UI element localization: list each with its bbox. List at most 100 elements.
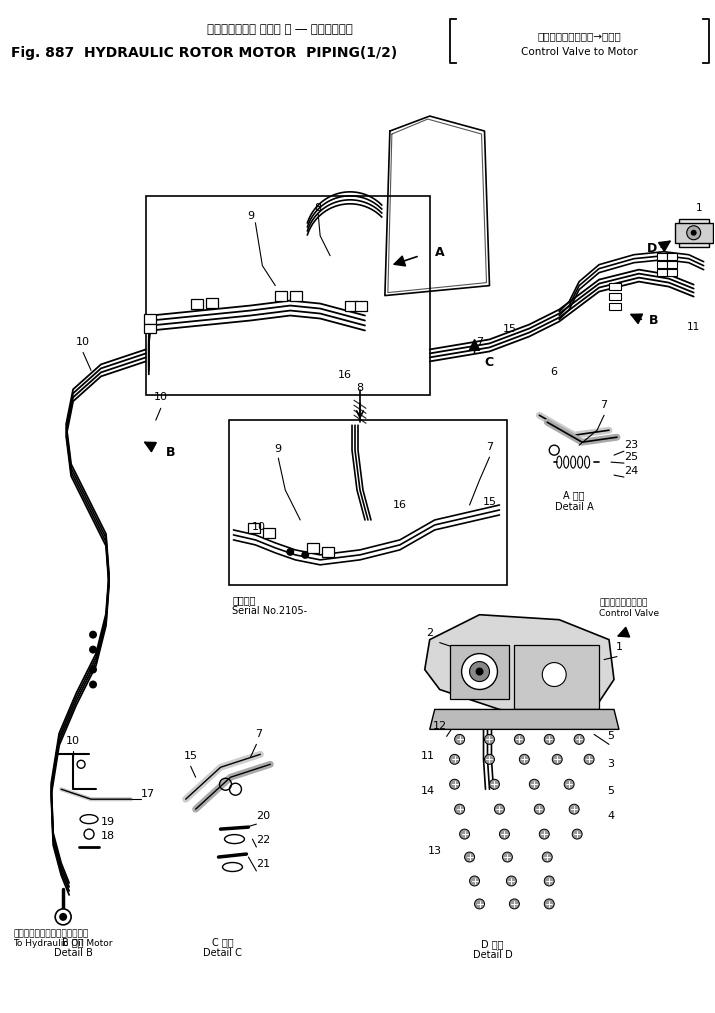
Text: 15: 15	[184, 752, 197, 762]
Text: 1: 1	[696, 203, 702, 213]
Circle shape	[574, 734, 584, 745]
Text: 22: 22	[257, 835, 271, 845]
Circle shape	[495, 804, 504, 814]
Text: 25: 25	[624, 452, 638, 462]
Text: 19: 19	[101, 817, 115, 828]
Circle shape	[450, 779, 460, 789]
Text: 適用番号
Serial No.2105-: 適用番号 Serial No.2105-	[232, 595, 307, 616]
Text: 9: 9	[275, 444, 282, 454]
Circle shape	[552, 755, 562, 764]
Bar	[609, 283, 621, 290]
Text: A: A	[435, 246, 444, 259]
Text: 12: 12	[433, 721, 447, 731]
Text: 10: 10	[252, 522, 265, 532]
Bar	[657, 260, 667, 267]
Text: 17: 17	[141, 789, 155, 799]
Bar	[229, 420, 508, 585]
Bar	[345, 301, 357, 311]
Bar	[657, 252, 667, 259]
Bar	[667, 268, 677, 276]
Bar	[275, 291, 287, 301]
Text: C 詳細
Detail C: C 詳細 Detail C	[203, 937, 242, 958]
Bar	[657, 268, 667, 276]
Circle shape	[301, 551, 309, 559]
Circle shape	[542, 663, 566, 687]
Circle shape	[475, 899, 485, 909]
Text: B: B	[649, 314, 659, 327]
Text: B 詳細
Detail B: B 詳細 Detail B	[54, 937, 92, 958]
Circle shape	[691, 230, 696, 236]
Circle shape	[59, 913, 67, 921]
Circle shape	[544, 899, 554, 909]
Circle shape	[485, 755, 495, 764]
Circle shape	[686, 226, 701, 240]
Text: 3: 3	[608, 760, 614, 769]
Text: 10: 10	[66, 736, 80, 747]
Text: 8: 8	[357, 383, 363, 393]
Circle shape	[460, 829, 470, 839]
Bar	[355, 301, 367, 311]
Circle shape	[89, 666, 97, 674]
Text: 24: 24	[624, 466, 638, 476]
Circle shape	[564, 779, 574, 789]
Text: 7: 7	[255, 729, 262, 739]
Text: 11: 11	[687, 322, 700, 332]
Text: 16: 16	[338, 371, 352, 380]
Circle shape	[539, 829, 549, 839]
Circle shape	[503, 852, 513, 862]
Text: 8: 8	[315, 203, 322, 213]
Bar	[206, 298, 217, 308]
Circle shape	[514, 734, 524, 745]
Text: 6: 6	[551, 368, 558, 378]
Text: 7: 7	[601, 400, 608, 410]
Circle shape	[519, 755, 529, 764]
Text: 15: 15	[483, 497, 496, 506]
Circle shape	[470, 876, 480, 886]
Text: コントロールバルブ→モータ: コントロールバルブ→モータ	[537, 31, 621, 42]
Circle shape	[465, 852, 475, 862]
Circle shape	[450, 755, 460, 764]
Text: 15: 15	[503, 324, 516, 334]
Bar	[307, 543, 319, 553]
Bar	[609, 293, 621, 300]
Text: ハイドロリックオイルモータへ
To Hydraulic Oil Motor: ハイドロリックオイルモータへ To Hydraulic Oil Motor	[14, 929, 113, 948]
Text: 4: 4	[608, 811, 615, 822]
Text: 18: 18	[101, 831, 115, 841]
Bar	[667, 252, 677, 259]
Circle shape	[89, 645, 97, 653]
Bar	[248, 523, 260, 533]
Circle shape	[534, 804, 544, 814]
Text: Fig. 887  HYDRAULIC ROTOR MOTOR  PIPING(1/2): Fig. 887 HYDRAULIC ROTOR MOTOR PIPING(1/…	[11, 47, 398, 60]
Circle shape	[544, 876, 554, 886]
Text: コントロールバルブ
Control Valve: コントロールバルブ Control Valve	[599, 599, 659, 618]
Circle shape	[462, 653, 498, 690]
Polygon shape	[430, 709, 619, 729]
Text: 10: 10	[154, 392, 168, 402]
Bar	[144, 314, 156, 323]
Bar	[290, 291, 302, 301]
Circle shape	[572, 829, 582, 839]
Text: B: B	[166, 446, 175, 459]
Circle shape	[286, 548, 295, 556]
Circle shape	[475, 668, 483, 676]
Text: 2: 2	[426, 628, 433, 637]
Circle shape	[529, 779, 539, 789]
Bar	[609, 303, 621, 310]
Bar	[263, 528, 275, 538]
Circle shape	[55, 909, 71, 925]
Bar	[514, 644, 599, 709]
Text: D: D	[647, 242, 657, 255]
Circle shape	[500, 829, 509, 839]
Circle shape	[569, 804, 579, 814]
Polygon shape	[425, 615, 614, 719]
Bar	[144, 323, 156, 333]
Text: Control Valve to Motor: Control Valve to Motor	[521, 48, 638, 58]
Text: C: C	[485, 356, 493, 369]
Bar	[675, 223, 713, 243]
Circle shape	[455, 734, 465, 745]
Text: 5: 5	[608, 731, 614, 742]
Circle shape	[89, 681, 97, 689]
Bar	[146, 196, 430, 395]
Text: 20: 20	[257, 811, 270, 822]
Text: A 詳細
Detail A: A 詳細 Detail A	[555, 490, 593, 512]
